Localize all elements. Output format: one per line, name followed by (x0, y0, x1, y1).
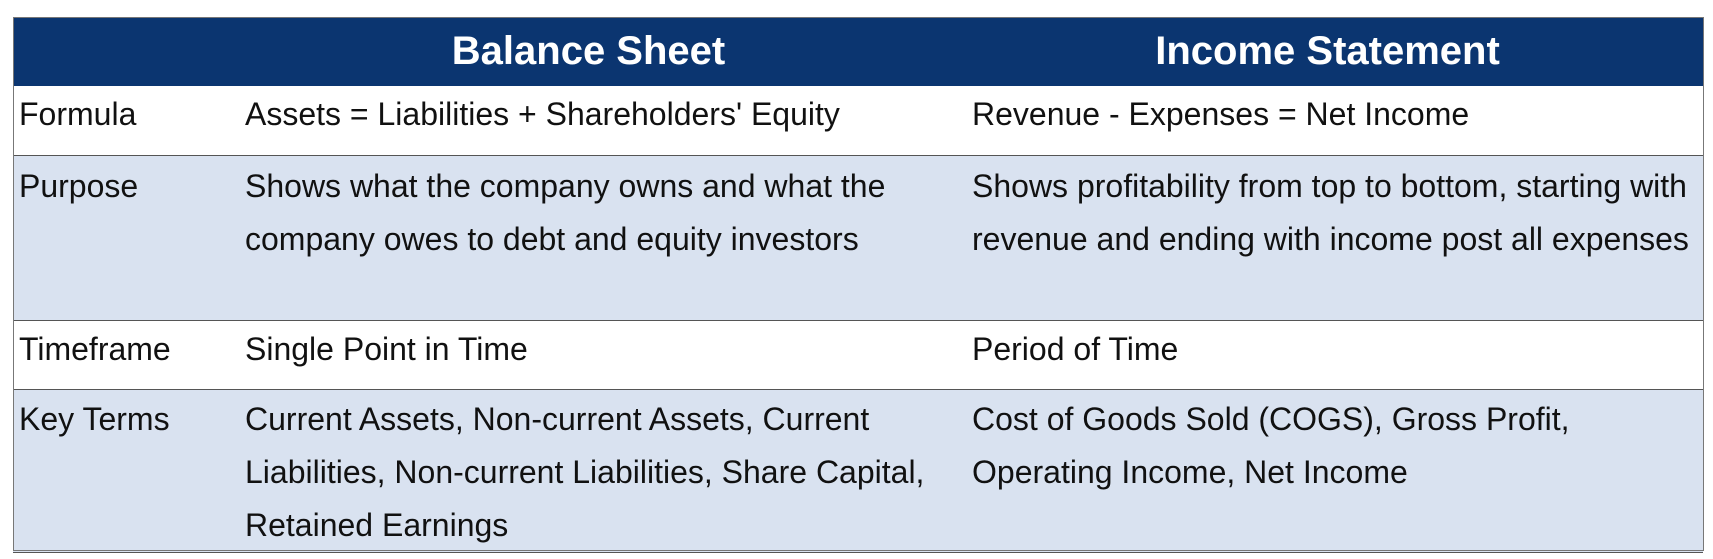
balance-sheet-cell: Shows what the company owns and what the… (245, 155, 972, 321)
income-statement-cell: Revenue - Expenses = Net Income (972, 85, 1703, 156)
income-statement-cell: Shows profitability from top to bottom, … (972, 155, 1703, 321)
balance-sheet-cell: Assets = Liabilities + Shareholders' Equ… (245, 85, 972, 156)
table-row-timeframe: Timeframe Single Point in Time Period of… (13, 320, 1703, 390)
header-income-statement: Income Statement (972, 17, 1703, 86)
table-header-row: Balance Sheet Income Statement (13, 17, 1703, 86)
balance-sheet-cell: Single Point in Time (245, 320, 972, 390)
table-row-key-terms: Key Terms Current Assets, Non-current As… (13, 389, 1703, 553)
income-statement-cell: Period of Time (972, 320, 1703, 390)
header-balance-sheet: Balance Sheet (245, 17, 972, 86)
row-label: Purpose (13, 155, 245, 321)
table-row-purpose: Purpose Shows what the company owns and … (13, 155, 1703, 321)
row-label: Timeframe (13, 320, 245, 390)
row-label: Key Terms (13, 389, 245, 553)
balance-sheet-cell: Current Assets, Non-current Assets, Curr… (245, 389, 972, 553)
comparison-table: Balance Sheet Income Statement Formula A… (13, 17, 1703, 553)
income-statement-cell: Cost of Goods Sold (COGS), Gross Profit,… (972, 389, 1703, 553)
row-label: Formula (13, 85, 245, 156)
table-row-formula: Formula Assets = Liabilities + Sharehold… (13, 85, 1703, 156)
header-label-cell (13, 17, 245, 86)
